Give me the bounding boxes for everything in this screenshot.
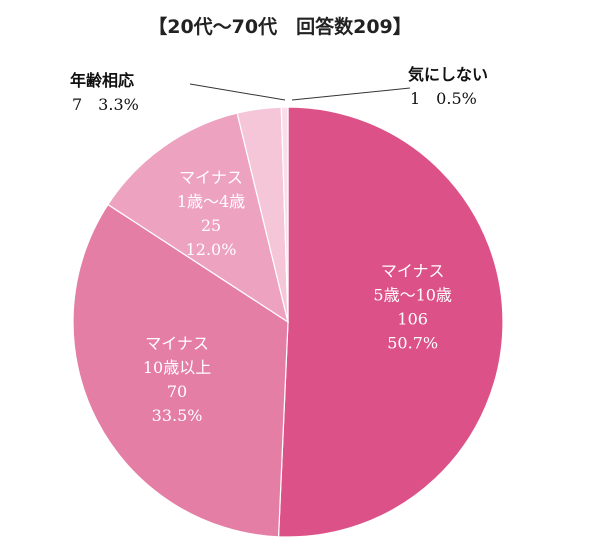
slice-label-name: 年齢相応 xyxy=(70,71,134,90)
slice-label-value: 1 0.5% xyxy=(410,89,477,108)
pie-slice xyxy=(277,106,504,538)
slice-label-line: 5歳～10歳 xyxy=(373,286,452,305)
slice-label-line: 10歳以上 xyxy=(143,358,211,377)
slice-label-line: 106 xyxy=(397,310,428,329)
slice-label-line: 50.7% xyxy=(387,334,438,353)
pie-slices xyxy=(72,106,504,538)
leader-lines xyxy=(189,83,411,101)
slice-label-line: 1歳～4歳 xyxy=(177,192,245,211)
slice-labels: マイナス 5歳～10歳 106 50.7% マイナス 10歳以上 70 33.5% マイナス 1歳… xyxy=(70,65,488,425)
leader-line xyxy=(291,87,411,101)
slice-label-line: 25 xyxy=(201,216,221,235)
pie-slice xyxy=(107,112,289,324)
slice-label-line: マイナス xyxy=(179,168,243,187)
slice-label-line: マイナス xyxy=(381,262,445,281)
slice-label-line: 70 xyxy=(167,382,187,401)
pie-slice xyxy=(280,106,289,323)
leader-line xyxy=(189,83,286,101)
slice-label-line: 12.0% xyxy=(186,240,237,259)
chart-title: 【20代～70代 回答数209】 xyxy=(148,15,412,38)
slice-label-line: 33.5% xyxy=(152,406,203,425)
slice-label-value: 7 3.3% xyxy=(72,95,139,114)
slice-label-name: 気にしない xyxy=(408,65,488,84)
slice-label-line: マイナス xyxy=(145,334,209,353)
